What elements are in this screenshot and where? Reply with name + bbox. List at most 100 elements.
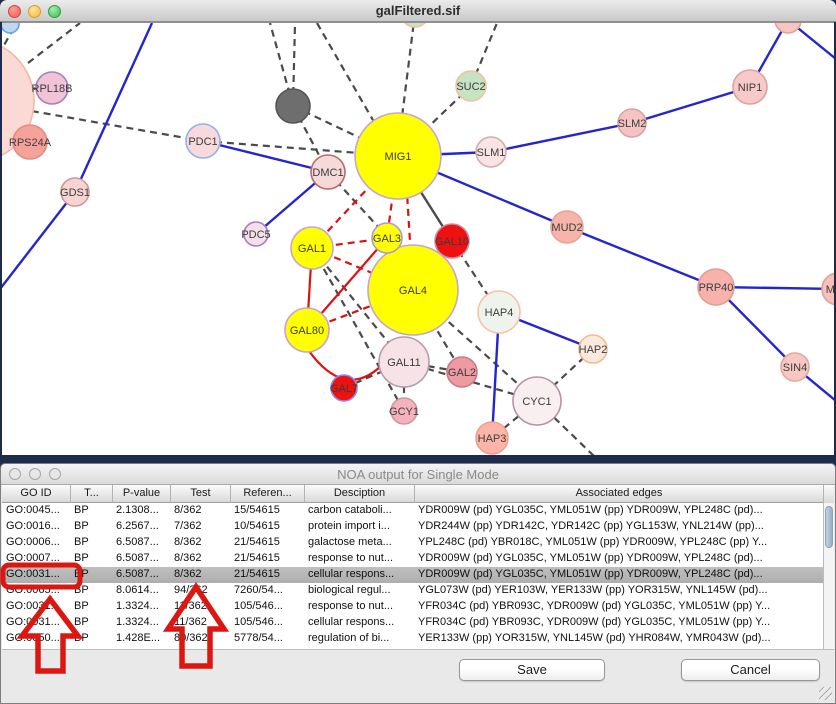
column-header-associated-edges[interactable]: Associated edges <box>414 485 823 503</box>
table-cell: 8/362 <box>174 552 202 564</box>
network-node-HAP3[interactable] <box>475 421 509 455</box>
network-node-NIP1[interactable] <box>732 69 768 105</box>
network-node-GAL4[interactable] <box>367 244 459 336</box>
network-node-PRP40[interactable] <box>697 268 735 306</box>
inactive-close-icon[interactable] <box>9 468 21 480</box>
table-row[interactable]: GO:0065... BP 8.0614... 94/362 7260/54... bio… <box>2 583 834 599</box>
node-clipped-green-top[interactable] <box>401 23 429 28</box>
network-node-PDC1[interactable] <box>185 123 221 159</box>
network-node-RPS24A[interactable] <box>12 124 48 160</box>
network-node-GAL1[interactable] <box>290 226 334 270</box>
table-cell: 10/54615 <box>234 520 280 532</box>
network-edge-blue[interactable] <box>631 85 751 125</box>
table-cell: 2.1308... <box>116 504 159 516</box>
column-header-referen-[interactable]: Referen... <box>230 485 304 503</box>
network-node-GAL3[interactable] <box>371 222 403 254</box>
network-node-HAP2[interactable] <box>578 334 608 364</box>
vertical-scrollbar[interactable] <box>823 503 834 649</box>
table-cell: YDR009W (pd) YGL035C, YML051W (pp) YDR00… <box>418 568 763 580</box>
network-node-SLM2[interactable] <box>617 108 647 138</box>
network-node-SUC2[interactable] <box>455 70 487 102</box>
table-row[interactable]: GO:0050... BP 1.428E... 80/362 5778/54... reg… <box>2 631 834 647</box>
window-titlebar[interactable]: galFiltered.sif <box>0 0 836 22</box>
network-node-label: GAL1 <box>298 243 326 255</box>
inactive-minimize-icon[interactable] <box>29 468 41 480</box>
table-row[interactable]: GO:0031... BP 6.5087... 8/362 21/54615 cellul… <box>2 567 834 583</box>
network-edge-blue[interactable] <box>202 139 329 174</box>
table-row[interactable]: GO:0016... BP 6.2567... 7/362 10/54615 protei… <box>2 519 834 535</box>
table-cell: cellular respons... <box>308 616 395 628</box>
node-clipped-corner[interactable] <box>2 23 20 34</box>
inactive-zoom-icon[interactable] <box>49 468 61 480</box>
node-clipped-top-right[interactable] <box>774 23 802 34</box>
cancel-button[interactable]: Cancel <box>681 659 820 681</box>
network-node-PDC5[interactable] <box>243 221 269 247</box>
network-graph[interactable]: RPL18B RPS24A GDS1 PDC1 DMC1 MIG1 SUC2 SLM1 SLM2… <box>2 23 834 455</box>
window-title: galFiltered.sif <box>375 3 461 18</box>
network-edge-dash[interactable] <box>27 23 81 64</box>
network-node-MIG1[interactable] <box>354 112 442 200</box>
table-row[interactable]: GO:0045... BP 2.1308... 8/362 15/54615 carbon… <box>2 503 834 519</box>
table-cell: GO:0045... <box>6 504 60 516</box>
network-node-GAL2[interactable] <box>446 356 478 388</box>
close-button-icon[interactable] <box>8 4 21 18</box>
network-canvas[interactable]: RPL18B RPS24A GDS1 PDC1 DMC1 MIG1 SUC2 SLM1 SLM2… <box>2 22 834 455</box>
save-button[interactable]: Save <box>459 659 605 681</box>
node-gray[interactable] <box>275 88 311 124</box>
table-row[interactable]: GO:0007... BP 6.5087... 8/362 21/54615 respon… <box>2 551 834 567</box>
minimize-button-icon[interactable] <box>28 4 41 18</box>
network-node-GCY1[interactable] <box>390 397 418 425</box>
network-edge-blue[interactable] <box>2 191 76 289</box>
zoom-button-icon[interactable] <box>48 4 61 18</box>
network-node-GAL11[interactable] <box>378 336 430 388</box>
resize-grip-icon[interactable] <box>819 687 832 700</box>
network-edge-reddash[interactable] <box>311 155 399 249</box>
table-cell: 8/362 <box>174 536 202 548</box>
column-header-p-value[interactable]: P-value <box>112 485 170 503</box>
network-node-label: SLM2 <box>618 118 647 130</box>
network-node-label: PDC5 <box>241 229 270 241</box>
column-header-t-[interactable]: T... <box>70 485 112 503</box>
table-cell: YER133W (pp) YOR315W, YNL145W (pd) YHR08… <box>418 632 771 644</box>
table-header-row[interactable]: GO ID T... P-value Test Referen... Desciption… <box>2 485 834 503</box>
table-row[interactable]: GO:0031... BP 1.3324... 11/362 105/546... res… <box>2 599 834 615</box>
network-node-GAL10[interactable] <box>434 223 470 259</box>
table-row[interactable]: GO:0031... BP 1.3324... 11/362 105/546... cel… <box>2 615 834 631</box>
network-edge-blue[interactable] <box>566 225 717 289</box>
network-node-SLM1[interactable] <box>475 136 507 168</box>
network-edge-blue[interactable] <box>490 121 633 154</box>
table-row[interactable]: GO:0006... BP 6.5087... 8/362 21/54615 galact… <box>2 535 834 551</box>
table-cell: YPL248C (pd) YBR018C, YML051W (pp) YDR00… <box>418 536 768 548</box>
column-header-go-id[interactable]: GO ID <box>20 487 52 499</box>
column-header-desciption[interactable]: Desciption <box>304 485 414 503</box>
network-node-label: MUD2 <box>551 222 582 234</box>
table-cell: BP <box>74 536 89 548</box>
network-edge-dash[interactable] <box>327 171 403 254</box>
network-node-CYC1[interactable] <box>512 376 562 426</box>
network-edge-blue[interactable] <box>73 23 154 193</box>
network-node-GAL7[interactable] <box>330 374 358 402</box>
network-node-HAP4[interactable] <box>477 290 521 334</box>
table-cell: GO:0031... <box>6 616 60 628</box>
network-node-RPL18B[interactable] <box>35 71 69 105</box>
network-node-label: GDS1 <box>60 187 90 199</box>
noa-titlebar[interactable]: NOA output for Single Mode <box>1 464 835 485</box>
column-header-test[interactable]: Test <box>170 485 230 503</box>
network-node-GAL80[interactable] <box>284 307 330 353</box>
network-edge-reddash[interactable] <box>403 160 415 291</box>
scrollbar-thumb[interactable] <box>825 506 833 548</box>
node-clipped-right[interactable] <box>821 272 834 306</box>
network-node-SIN4[interactable] <box>780 352 810 382</box>
network-node-label: HAP4 <box>485 307 514 319</box>
table-cell: 80/362 <box>174 632 208 644</box>
table-cell: carbon cataboli... <box>308 504 392 516</box>
network-edge-dash[interactable] <box>19 107 204 143</box>
network-node-GDS1[interactable] <box>60 177 90 207</box>
scrollbar-corner <box>823 485 834 503</box>
table-cell: YDR009W (pd) YGL035C, YML051W (pp) YDR00… <box>418 504 763 516</box>
network-node-DMC1[interactable] <box>310 154 346 190</box>
network-node-label: SUC2 <box>456 81 485 93</box>
table-cell: YDR244W (pp) YDR142C, YDR142C (pp) YGL15… <box>418 520 764 532</box>
network-node-MUD2[interactable] <box>550 210 584 244</box>
network-edge-blue[interactable] <box>715 285 834 291</box>
